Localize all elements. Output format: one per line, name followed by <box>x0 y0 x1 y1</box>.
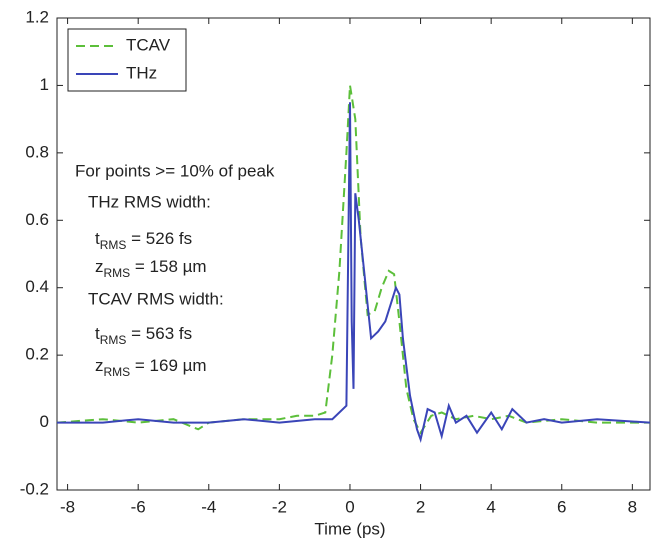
annotation-base: t <box>95 324 100 343</box>
legend-box <box>67 28 187 92</box>
y-tick-label: 1.2 <box>25 7 49 26</box>
legend-label: TCAV <box>126 35 171 54</box>
y-tick-label: 0.8 <box>25 142 49 161</box>
annotation-rest: = 563 fs <box>126 324 192 343</box>
y-tick-label: 1 <box>40 75 49 94</box>
x-tick-label: -2 <box>272 497 287 516</box>
x-tick-label: 0 <box>345 497 354 516</box>
x-tick-label: 8 <box>628 497 637 516</box>
y-tick-label: -0.2 <box>20 479 49 498</box>
x-axis-label: Time (ps) <box>314 519 385 538</box>
x-tick-label: 6 <box>557 497 566 516</box>
annotation: THz RMS width: <box>88 192 211 211</box>
annotation: zRMS = 169 µm <box>95 356 207 379</box>
y-tick-label: 0 <box>40 412 49 431</box>
annotation-base: z <box>95 356 104 375</box>
y-tick-label: 0.6 <box>25 210 49 229</box>
annotation-base: z <box>95 257 104 276</box>
x-tick-label: -4 <box>201 497 216 516</box>
annotation: tRMS = 526 fs <box>95 229 192 252</box>
annotation-sub: RMS <box>100 238 127 252</box>
annotation: For points >= 10% of peak <box>75 161 275 180</box>
x-tick-label: 2 <box>416 497 425 516</box>
x-tick-label: -8 <box>60 497 75 516</box>
x-tick-label: 4 <box>486 497 495 516</box>
x-tick-label: -6 <box>131 497 146 516</box>
annotation-sub: RMS <box>104 266 131 280</box>
y-tick-label: 0.2 <box>25 345 49 364</box>
annotation-rest: = 158 µm <box>130 257 206 276</box>
legend-label: THz <box>126 63 157 82</box>
annotation-base: t <box>95 229 100 248</box>
y-tick-label: 0.4 <box>25 277 49 296</box>
plot-frame <box>56 17 651 491</box>
series-line <box>57 102 651 443</box>
annotation-sub: RMS <box>100 333 127 347</box>
annotation-rest: = 526 fs <box>126 229 192 248</box>
annotation-rest: = 169 µm <box>130 356 206 375</box>
annotation: zRMS = 158 µm <box>95 257 207 280</box>
annotation: TCAV RMS width: <box>88 289 224 308</box>
annotation-sub: RMS <box>104 365 131 379</box>
annotation: tRMS = 563 fs <box>95 324 192 347</box>
